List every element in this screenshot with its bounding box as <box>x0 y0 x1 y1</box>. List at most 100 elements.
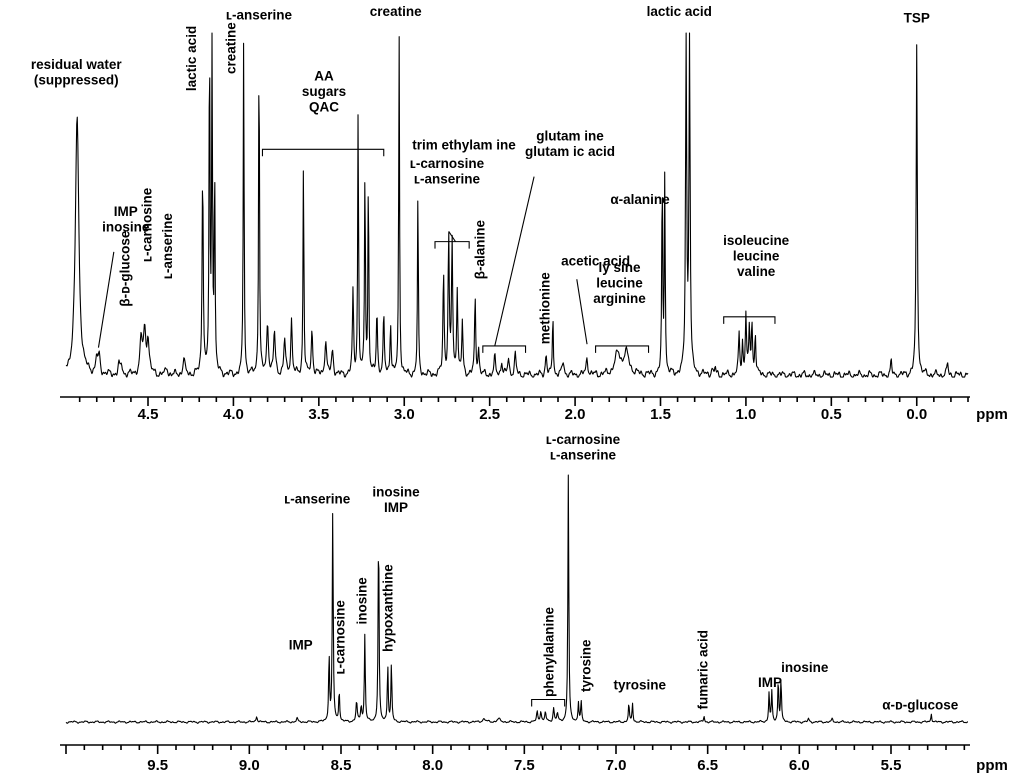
peak-annotation: fumaric acid <box>696 630 711 710</box>
x-tick-label: 7.5 <box>514 757 535 774</box>
peak-annotation: phenylalanine <box>542 606 557 697</box>
x-tick-label: 4.0 <box>223 406 244 423</box>
peak-20 <box>303 159 304 160</box>
x-tick-label: 9.0 <box>239 757 260 774</box>
label-leader-line <box>494 176 535 347</box>
peak-41 <box>501 361 502 362</box>
peak-21 <box>628 703 629 704</box>
peak-annotation: IMP <box>289 638 313 653</box>
peak-2 <box>328 654 329 655</box>
peak-annotation: ʟ-anserine <box>284 491 351 506</box>
peak-16 <box>267 323 268 324</box>
x-tick-label: 6.0 <box>789 757 810 774</box>
peak-annotation: glutam ine glutam ic acid <box>525 129 615 160</box>
peak-annotation: ʟ-carnosine <box>140 187 155 262</box>
spectrum-panel-top: 4.5 4.0 3.5 3.0 2.5 2.0 1.5 1.0 0.5 0.0 ppm residua… <box>31 4 1008 423</box>
x-tick-label: 8.0 <box>422 757 443 774</box>
peak-27 <box>368 176 369 177</box>
x-unit-label: ppm <box>976 406 1008 423</box>
peak-annotation: IMP <box>758 675 782 690</box>
peak-33 <box>443 272 444 273</box>
peak-50 <box>662 173 663 174</box>
peak-annotation: methionine <box>538 272 553 344</box>
peak-26 <box>364 166 365 167</box>
peak-32 <box>417 193 418 194</box>
peak-annotation: ʟ-anserine <box>226 7 293 22</box>
peak-annotation: residual water (suppressed) <box>31 57 123 88</box>
peak-15 <box>258 32 259 33</box>
peak-annotation: ly sine leucine arginine <box>593 260 646 306</box>
peak-49 <box>626 354 627 355</box>
peak-annotation: α-alanine <box>610 192 670 207</box>
peak-annotation: lactic acid <box>647 4 712 19</box>
peak-0 <box>77 114 78 115</box>
peak-annotation: tyrosine <box>614 678 667 693</box>
spectrum-line <box>65 32 969 378</box>
peak-annotation: AA sugars QAC <box>302 69 346 115</box>
x-unit-label: ppm <box>976 757 1008 774</box>
x-tick-label: 6.5 <box>697 757 718 774</box>
peak-annotation: inosine <box>355 577 370 625</box>
x-tick-label: 2.5 <box>479 406 500 423</box>
peak-46 <box>563 361 564 362</box>
peak-annotation: creatine <box>223 22 238 74</box>
x-tick-label: 9.5 <box>147 757 168 774</box>
peak-28 <box>376 309 377 310</box>
x-tick-label: 5.5 <box>881 757 902 774</box>
peak-annotation: lactic acid <box>184 26 199 91</box>
peak-annotation: β-alanine <box>473 219 488 279</box>
peak-11 <box>209 32 210 33</box>
peak-annotation: creatine <box>370 4 422 19</box>
label-leader-line <box>97 251 115 348</box>
x-tick-label: 1.0 <box>735 406 756 423</box>
x-tick-label: 4.5 <box>138 406 159 423</box>
x-tick-label: 7.0 <box>606 757 627 774</box>
x-tick-label: 3.5 <box>308 406 329 423</box>
peak-annotation: isoleucine leucine valine <box>723 233 790 279</box>
peak-annotation: β-ᴅ-glucose <box>117 230 132 306</box>
spectrum-panel-bottom: 9.5 9.0 8.5 8.0 7.5 7.0 6.5 6.0 5.5 ppm ʟ-anserine… <box>60 432 1008 774</box>
peak-group-bracket <box>531 698 566 707</box>
peak-annotation: tyrosine <box>578 639 593 692</box>
peak-45 <box>545 354 546 355</box>
peak-annotation: inosine IMP <box>372 485 420 516</box>
x-tick-label: 1.5 <box>650 406 671 423</box>
x-tick-label: 0.0 <box>906 406 927 423</box>
label-leader-line <box>576 279 588 345</box>
x-tick-label: 3.0 <box>394 406 415 423</box>
peak-0 <box>256 715 257 716</box>
label-leader-line <box>448 231 456 242</box>
x-tick-label: 0.5 <box>821 406 842 423</box>
peak-annotation: ʟ-carnosine ʟ-anserine <box>410 156 485 187</box>
peak-30 <box>931 713 932 714</box>
x-tick-label: 8.5 <box>331 757 352 774</box>
peak-annotation: trim ethylam ine <box>412 137 516 152</box>
peak-10 <box>202 169 203 170</box>
peak-30 <box>390 323 391 324</box>
peak-group-bracket <box>434 241 470 249</box>
peak-9 <box>387 664 388 665</box>
peak-13 <box>214 169 215 170</box>
peak-group-bracket <box>595 345 650 353</box>
peak-annotation: TSP <box>904 11 930 26</box>
peak-annotation: acetic acid <box>561 254 630 269</box>
peak-31 <box>399 32 400 33</box>
peak-annotation: hypoxanthine <box>380 564 395 652</box>
spectrum-line <box>65 474 969 724</box>
peak-48 <box>617 354 618 355</box>
peak-4 <box>339 689 340 690</box>
peak-annotation: ʟ-carnosine <box>333 600 348 675</box>
peak-14 <box>243 32 244 33</box>
x-tick-label: 2.0 <box>565 406 586 423</box>
peak-25 <box>358 108 359 109</box>
peak-61 <box>755 333 756 334</box>
peak-annotation: ʟ-anserine <box>160 213 175 280</box>
peak-group-bracket <box>723 316 776 324</box>
peak-annotation: IMP inosine <box>102 204 150 235</box>
peak-63 <box>916 43 917 44</box>
peak-8 <box>378 524 379 525</box>
peak-group-bracket <box>482 345 527 353</box>
peak-annotation: ʟ-carnosine ʟ-anserine <box>546 432 621 463</box>
peak-group-bracket <box>261 148 385 157</box>
